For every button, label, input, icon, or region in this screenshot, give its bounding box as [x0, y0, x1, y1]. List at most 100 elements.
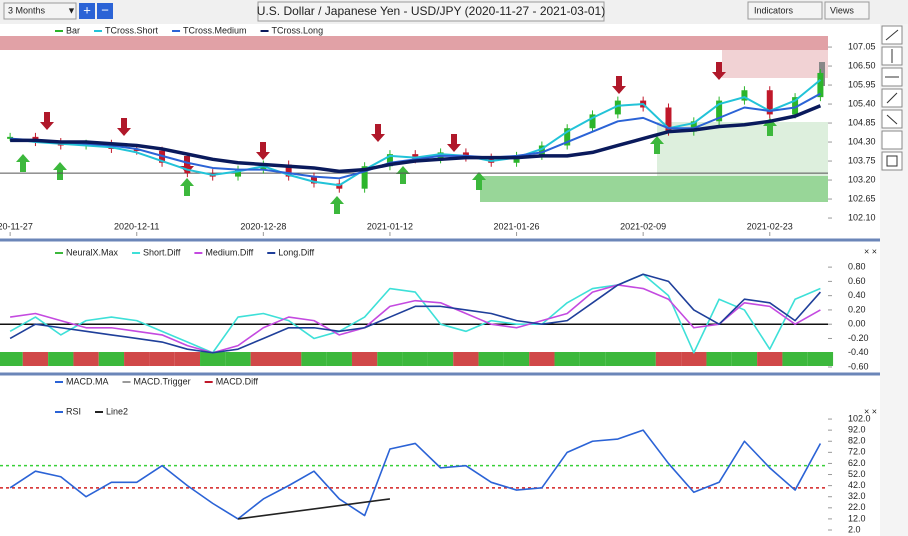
sell-arrow [371, 124, 385, 142]
legend-swatch [55, 30, 63, 32]
candle [665, 107, 672, 132]
y-tick-label: 32.0 [848, 491, 866, 501]
candle [690, 121, 697, 132]
candle [386, 154, 393, 167]
signal-strip [250, 352, 276, 366]
icon [886, 155, 898, 167]
x-tick-label: 2021-01-26 [494, 221, 540, 231]
legend-label: Short.Diff [143, 247, 181, 257]
series-line [9, 429, 822, 520]
signal-strip [326, 352, 352, 366]
legend-label: TCross.Short [105, 25, 159, 35]
range-caret: ▼ [67, 5, 76, 15]
y-tick-label: 0.80 [848, 261, 866, 271]
zoom-out-button[interactable] [97, 3, 113, 19]
legend-swatch [260, 30, 269, 32]
series-line [9, 79, 822, 187]
legend-label: Medium.Diff [205, 247, 253, 257]
signal-strip [503, 352, 530, 366]
panel-close[interactable]: × × [864, 246, 877, 256]
buy-arrow [16, 154, 30, 172]
support-zone [480, 176, 828, 202]
candle [589, 114, 596, 129]
icon [886, 114, 898, 125]
signal-arrows [16, 62, 777, 214]
legend-label: Line2 [106, 406, 128, 416]
sell-arrow [117, 118, 131, 136]
legend-swatch [172, 30, 181, 32]
sell-arrow [447, 134, 461, 152]
y-tick-label: 102.10 [848, 212, 876, 222]
y-tick-label: 82.0 [848, 436, 866, 446]
y-tick-label: 103.20 [848, 174, 876, 184]
chart-title: U.S. Dollar / Japanese Yen - USD/JPY (20… [257, 4, 605, 18]
y-tick-label: 104.85 [848, 117, 876, 127]
zoom-in-button[interactable] [79, 3, 95, 19]
signal-strip [200, 352, 226, 366]
y-tick-label: 0.40 [848, 290, 866, 300]
y-tick-label: 0.20 [848, 304, 866, 314]
legend-label: MACD.Diff [216, 376, 259, 386]
sell-arrow [712, 62, 726, 80]
y-tick-label: 42.0 [848, 480, 866, 490]
buy-arrow [53, 162, 67, 180]
y-tick-label: -0.60 [848, 361, 869, 371]
signal-strip [149, 352, 175, 366]
legend-label: NeuralX.Max [66, 247, 119, 257]
legend-swatch [122, 381, 131, 383]
tool-note[interactable] [881, 151, 903, 171]
y-tick-label: 107.05 [848, 41, 876, 51]
signal-strip [554, 352, 580, 366]
signal-strip [731, 352, 758, 366]
candle [538, 145, 545, 156]
signal-strip [529, 352, 555, 366]
range-select[interactable] [3, 2, 77, 20]
signal-strip [48, 352, 74, 366]
y-tick-label: 102.65 [848, 193, 876, 203]
y-tick-label: 102.0 [848, 413, 871, 423]
y-tick-label: 22.0 [848, 502, 866, 512]
tool-icons [885, 29, 899, 167]
resistance-zone [722, 50, 828, 78]
y-tick-label: 103.75 [848, 155, 876, 165]
candle [7, 136, 14, 139]
signal-strip [427, 352, 454, 366]
y-tick-label: 72.0 [848, 447, 866, 457]
sell-arrow [40, 112, 54, 130]
legend-swatch [55, 381, 63, 383]
tool-text[interactable] [881, 130, 903, 150]
legend-swatch [95, 411, 104, 413]
signal-strip [225, 352, 251, 366]
signal-strip [655, 352, 682, 366]
candle [361, 166, 368, 189]
legend-swatch [194, 252, 203, 254]
y-tick-label: 105.95 [848, 79, 876, 89]
zoom-out-label: − [101, 2, 109, 17]
legend-label: Long.Diff [278, 247, 314, 257]
x-tick-label: 2020-11-27 [0, 221, 33, 231]
panel-close[interactable]: × × [864, 406, 877, 416]
series-line [10, 104, 822, 174]
signal-strip [22, 352, 49, 366]
buy-arrow [650, 136, 664, 154]
legend-label: RSI [66, 406, 81, 416]
indicators-button[interactable] [747, 1, 823, 20]
legend-label: Bar [66, 25, 80, 35]
signal-strip [706, 352, 732, 366]
y-tick-label: 92.0 [848, 425, 866, 435]
views-label: Views [830, 5, 854, 15]
sell-arrow [256, 142, 270, 160]
series-line [237, 498, 391, 520]
signal-strip [276, 352, 302, 366]
signal-strip [757, 352, 783, 366]
series-line [9, 273, 821, 354]
signal-strip [579, 352, 606, 366]
views-button[interactable] [824, 1, 870, 20]
y-tick-label: -0.40 [848, 347, 869, 357]
candle [614, 100, 621, 115]
y-tick-label: 104.30 [848, 136, 876, 146]
indicators-label: Indicators [754, 5, 794, 15]
legend-swatch [55, 252, 63, 254]
